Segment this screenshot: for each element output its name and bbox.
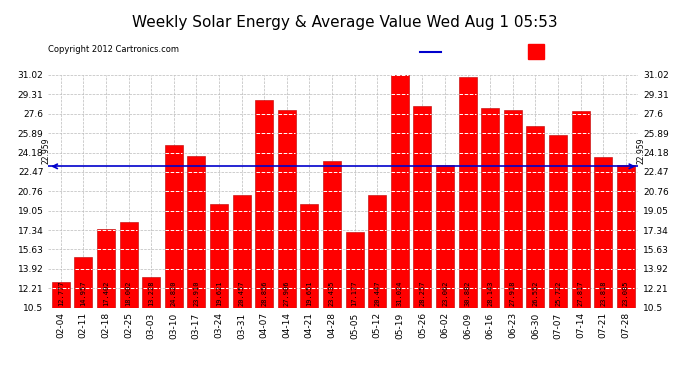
Bar [526,126,544,308]
Bar [413,106,431,307]
Bar [300,204,318,308]
Bar [255,99,273,308]
Bar [119,222,137,308]
Bar [187,156,206,308]
Bar [368,195,386,308]
Text: 26.552: 26.552 [533,281,538,306]
Text: 24.820: 24.820 [170,281,177,306]
Text: 27.918: 27.918 [510,281,516,306]
Text: 23.910: 23.910 [193,281,199,306]
Text: 28.143: 28.143 [487,281,493,306]
Text: 22.959: 22.959 [41,138,50,164]
Bar [210,204,228,308]
Text: 14.957: 14.957 [80,281,86,306]
Text: 23.435: 23.435 [329,281,335,306]
Bar [617,165,635,308]
Text: 20.457: 20.457 [239,281,244,306]
Text: 17.402: 17.402 [103,281,109,306]
Bar [436,165,454,308]
Bar [323,161,341,308]
Bar [165,145,183,308]
Text: 27.906: 27.906 [284,281,290,306]
Text: 13.228: 13.228 [148,281,154,306]
Text: 23.085: 23.085 [623,281,629,306]
Text: 23.062: 23.062 [442,281,448,306]
Text: Copyright 2012 Cartronics.com: Copyright 2012 Cartronics.com [48,45,179,54]
Text: 28.257: 28.257 [420,281,426,306]
Text: 19.621: 19.621 [216,281,222,306]
Bar [594,157,612,308]
Bar [97,229,115,308]
Bar [504,110,522,308]
Text: Average ($): Average ($) [447,47,496,56]
Text: 19.651: 19.651 [306,281,313,306]
Text: 25.722: 25.722 [555,281,561,306]
Bar [459,76,477,308]
Bar [549,135,567,308]
Bar [233,195,250,308]
Bar [75,257,92,307]
Text: Daily   ($): Daily ($) [551,47,592,56]
Text: Weekly Solar Energy & Average Value Wed Aug 1 05:53: Weekly Solar Energy & Average Value Wed … [132,15,558,30]
Text: 17.177: 17.177 [352,281,357,306]
Bar [277,110,296,308]
Text: 22.959: 22.959 [636,138,645,164]
Text: 12.777: 12.777 [58,281,63,306]
Bar [481,108,500,307]
Bar [528,44,544,59]
Bar [52,282,70,308]
Text: 20.447: 20.447 [374,281,380,306]
Text: 23.818: 23.818 [600,281,607,306]
Text: 27.817: 27.817 [578,281,584,306]
Text: 31.024: 31.024 [397,281,403,306]
Bar [142,277,160,308]
Text: 18.002: 18.002 [126,281,132,306]
Text: 30.882: 30.882 [464,281,471,306]
Bar [346,232,364,308]
Bar [391,75,408,307]
Text: 28.856: 28.856 [261,281,267,306]
Bar [571,111,590,308]
